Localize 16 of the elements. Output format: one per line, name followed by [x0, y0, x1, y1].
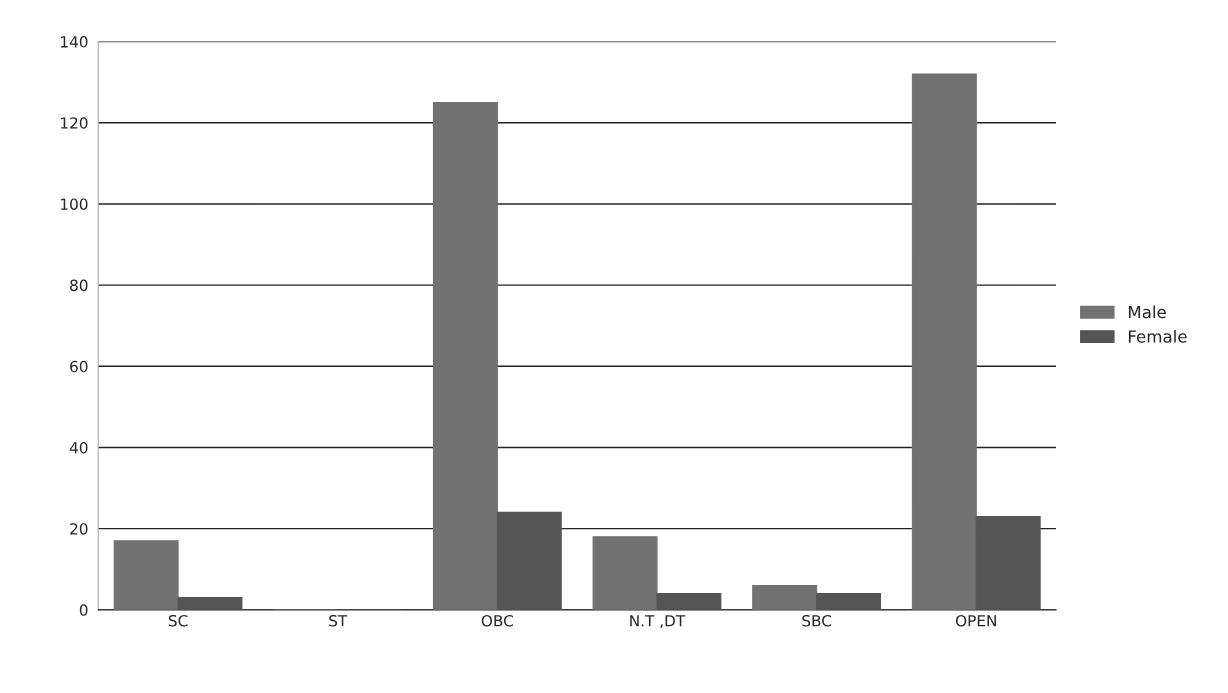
legend-label: Female: [1128, 329, 1187, 343]
x-tick-label: SC: [168, 614, 188, 627]
y-tick-label: 40: [69, 441, 88, 454]
y-tick-label: 120: [61, 117, 88, 129]
legend-label: Male: [1128, 305, 1166, 319]
y-tick-label: 80: [70, 279, 88, 292]
x-tick-label: OBC: [481, 614, 513, 627]
x-tick-label: SBC: [802, 614, 832, 627]
x-tick-label: OPEN: [955, 614, 996, 627]
y-tick-label: 100: [61, 198, 88, 210]
x-tick-label: N.T ,DT: [630, 615, 686, 629]
x-tick-label: ST: [329, 614, 348, 627]
y-tick-label: 20: [70, 523, 88, 535]
y-tick-label: 0: [79, 604, 88, 616]
y-tick-label: 60: [70, 360, 88, 373]
y-tick-label: 140: [61, 36, 88, 48]
